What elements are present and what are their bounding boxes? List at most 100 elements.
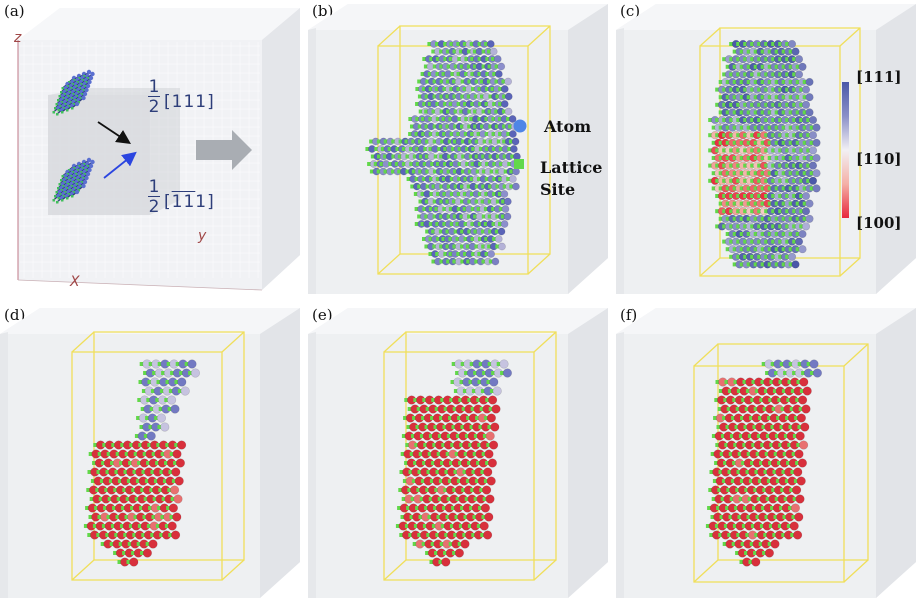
lattice-site-marker xyxy=(722,209,727,214)
lattice-site-marker xyxy=(443,57,448,61)
lattice-site-marker xyxy=(743,133,748,138)
lattice-site-marker xyxy=(725,232,730,236)
lattice-site-marker xyxy=(765,434,770,438)
lattice-site-marker xyxy=(751,380,756,384)
lattice-site-marker xyxy=(473,214,478,219)
lattice-site-marker xyxy=(494,64,499,69)
lattice-site-marker xyxy=(802,80,807,84)
lattice-site-marker xyxy=(439,184,444,189)
lattice-site-marker xyxy=(432,214,437,219)
lattice-site-marker xyxy=(460,184,465,189)
lattice-site-marker xyxy=(452,214,457,219)
room-top xyxy=(308,4,608,30)
lattice-site-marker xyxy=(420,222,425,226)
lattice-site-marker xyxy=(423,147,428,151)
atom-sphere xyxy=(479,521,489,531)
lattice-site-marker xyxy=(448,207,453,211)
room-top xyxy=(308,308,608,334)
lattice-site-marker xyxy=(715,118,720,122)
lattice-site-marker xyxy=(497,222,502,226)
lattice-site-marker xyxy=(132,533,137,537)
lattice-site-marker xyxy=(465,162,470,166)
lattice-site-marker xyxy=(110,524,115,528)
lattice-site-marker xyxy=(117,479,122,483)
lattice-site-marker xyxy=(57,99,60,102)
lattice-site-marker xyxy=(779,362,784,366)
atom-sphere xyxy=(487,250,496,258)
lattice-site-marker xyxy=(770,425,775,429)
lattice-site-marker xyxy=(58,95,61,98)
lattice-site-marker xyxy=(472,49,477,54)
lattice-site-marker xyxy=(790,389,795,393)
lattice-site-marker xyxy=(732,140,737,145)
lattice-site-marker xyxy=(736,533,741,537)
atom-sphere xyxy=(812,368,822,378)
lattice-site-marker xyxy=(788,186,793,191)
lattice-site-marker xyxy=(797,362,802,366)
lattice-site-marker xyxy=(137,524,142,528)
lattice-site-marker xyxy=(154,416,159,420)
lattice-site-marker xyxy=(414,443,419,447)
lattice-site-marker xyxy=(711,140,716,145)
lattice-site-marker xyxy=(750,163,755,168)
lattice-site-marker xyxy=(435,72,440,76)
lattice-site-marker xyxy=(792,224,797,229)
lattice-site-marker xyxy=(152,371,157,375)
frame-edge xyxy=(527,25,551,47)
lattice-site-marker xyxy=(140,407,145,411)
lattice-site-marker xyxy=(736,254,741,259)
lattice-site-marker xyxy=(750,178,755,183)
lattice-site-marker xyxy=(729,163,734,168)
lattice-site-marker xyxy=(158,407,163,411)
atom-sphere xyxy=(805,77,814,87)
lattice-site-marker xyxy=(767,171,772,176)
lattice-site-marker xyxy=(133,452,138,456)
atom-sphere xyxy=(509,145,518,153)
lattice-site-marker xyxy=(763,470,768,474)
atom-sphere xyxy=(490,422,500,432)
lattice-site-marker xyxy=(787,380,792,384)
lattice-site-marker xyxy=(445,79,450,84)
lattice-site-marker xyxy=(733,443,738,447)
lattice-site-marker xyxy=(491,57,496,61)
frame-edge xyxy=(699,257,721,277)
lattice-site-marker xyxy=(462,533,467,537)
lattice-site-marker xyxy=(491,132,496,136)
lattice-site-marker xyxy=(87,470,92,474)
lattice-site-marker xyxy=(771,133,776,138)
lattice-site-marker xyxy=(81,167,84,170)
lattice-site-marker xyxy=(67,95,70,98)
lattice-site-marker xyxy=(764,87,769,92)
lattice-site-marker xyxy=(509,169,514,174)
lattice-site-marker xyxy=(759,398,764,402)
lattice-site-marker xyxy=(491,117,496,121)
lattice-site-marker xyxy=(757,102,762,107)
lattice-site-marker xyxy=(391,154,396,159)
lattice-site-marker xyxy=(414,207,419,211)
lattice-site-marker xyxy=(769,380,774,384)
atom-sphere xyxy=(81,183,86,189)
lattice-site-marker xyxy=(757,224,762,229)
atom-sphere xyxy=(487,458,497,468)
lattice-site-marker xyxy=(788,506,793,510)
lattice-site-marker xyxy=(498,102,503,106)
lattice-site-marker xyxy=(463,102,468,106)
lattice-site-marker xyxy=(69,101,72,104)
room-side xyxy=(876,308,916,598)
lattice-site-marker xyxy=(462,87,467,91)
lattice-site-marker xyxy=(123,533,128,537)
lattice-site-marker xyxy=(467,524,472,528)
lattice-site-marker xyxy=(741,524,746,528)
lattice-site-marker xyxy=(778,224,783,229)
lattice-site-marker xyxy=(417,184,422,189)
lattice-site-marker xyxy=(743,425,748,429)
lattice-site-marker xyxy=(395,147,400,151)
lattice-site-marker xyxy=(757,87,762,92)
lattice-site-marker xyxy=(437,147,442,151)
lattice-site-marker xyxy=(488,407,493,411)
lattice-site-marker xyxy=(753,262,758,267)
lattice-site-marker xyxy=(460,199,465,204)
lattice-site-marker xyxy=(447,154,452,159)
lattice-site-marker xyxy=(729,42,734,46)
lattice-site-marker xyxy=(498,177,503,181)
